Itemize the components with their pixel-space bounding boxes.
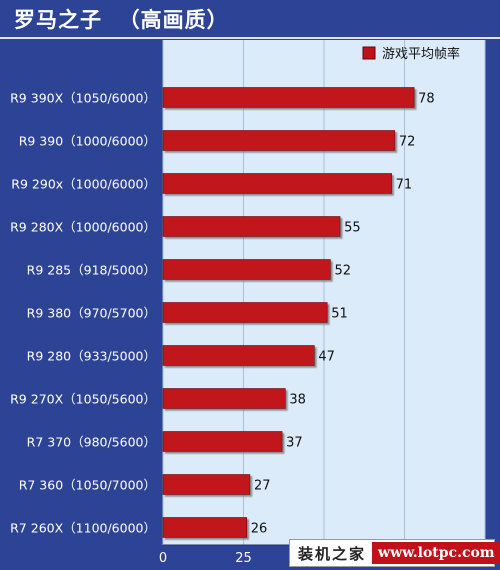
bar — [162, 130, 396, 151]
legend-label: 游戏平均帧率 — [382, 46, 460, 62]
legend-swatch — [362, 46, 376, 60]
chart-title: 罗马之子 （高画质） — [14, 8, 229, 32]
bar — [162, 302, 328, 323]
category-label: R7 370（980/5600） — [27, 435, 156, 450]
bar — [162, 431, 283, 452]
bar — [162, 216, 341, 237]
value-label: 38 — [289, 393, 306, 408]
watermark-url: www.lotpc.com — [372, 542, 500, 564]
category-label: R9 290x（1000/6000） — [11, 177, 156, 192]
title-divider — [0, 37, 500, 39]
category-label: R9 280（933/5000） — [27, 349, 156, 364]
legend: 游戏平均帧率 — [362, 46, 460, 62]
category-label: R9 390X（1050/6000） — [10, 91, 156, 106]
x-tick-label: 0 — [159, 551, 167, 566]
bar — [162, 474, 251, 495]
value-label: 71 — [396, 178, 413, 193]
category-label: R9 270X（1050/5600） — [10, 392, 156, 407]
value-label: 78 — [418, 92, 435, 107]
bar — [162, 388, 286, 409]
bar — [162, 345, 315, 366]
bar — [162, 259, 331, 280]
category-label: R9 280X（1000/6000） — [10, 220, 156, 235]
value-label: 55 — [344, 221, 361, 236]
value-labels: 78 72 71 55 52 51 47 38 37 27 26 — [251, 92, 435, 537]
category-label: R7 360（1050/7000） — [19, 478, 156, 493]
value-label: 47 — [318, 350, 335, 365]
bar — [162, 517, 248, 538]
bar — [162, 87, 415, 108]
category-label: R9 380（970/5700） — [27, 306, 156, 321]
category-label: R7 260X（1100/6000） — [10, 521, 156, 536]
category-label: R9 390（1000/6000） — [19, 134, 156, 149]
value-label: 27 — [254, 479, 271, 494]
value-label: 52 — [334, 264, 351, 279]
category-labels: R9 390X（1050/6000） R9 390（1000/6000） R9 29… — [10, 91, 156, 536]
value-label: 51 — [331, 307, 348, 322]
grid-lines — [162, 40, 486, 545]
bar — [162, 173, 392, 194]
watermark-logo: 装机之家 www.lotpc.com — [289, 539, 500, 567]
bars — [162, 87, 415, 538]
x-tick-labels: 0 25 — [159, 551, 252, 566]
value-label: 37 — [286, 436, 303, 451]
value-label: 72 — [399, 135, 416, 150]
category-label: R9 285（918/5000） — [27, 263, 156, 278]
watermark-text: 装机之家 — [298, 544, 367, 563]
x-tick-label: 25 — [235, 551, 252, 566]
value-label: 26 — [251, 522, 268, 537]
